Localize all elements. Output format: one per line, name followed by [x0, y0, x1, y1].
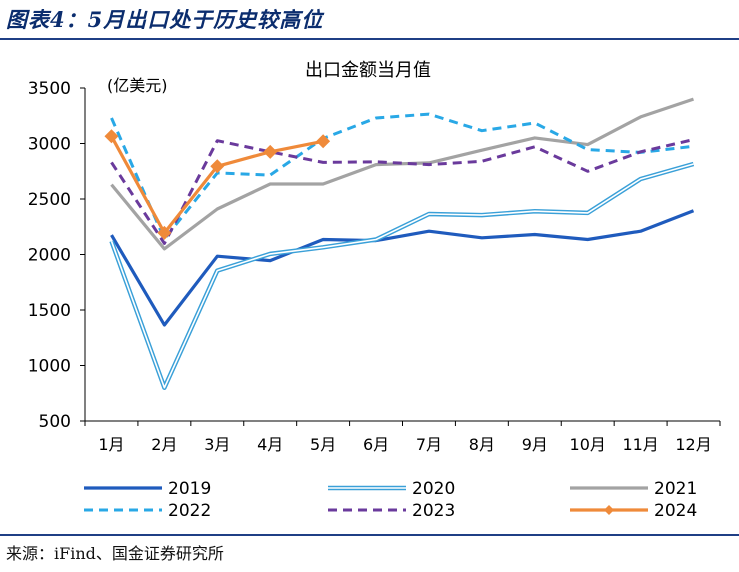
legend-marker-2024 — [604, 505, 614, 515]
y-tick-label: 1500 — [28, 301, 71, 321]
chart-title: 出口金额当月值 — [305, 60, 431, 81]
legend-item-2019: 2019 — [84, 479, 211, 499]
y-tick-label: 3500 — [28, 79, 71, 99]
legend-item-2024: 2024 — [570, 501, 697, 521]
series-line-2021 — [110, 97, 695, 251]
x-tick-label: 10月 — [570, 435, 606, 454]
series-2022 — [110, 112, 694, 241]
figure-title: 图表4：5月出口处于历史较高位 — [6, 7, 324, 32]
bottom-rule — [0, 534, 739, 536]
series-2023 — [110, 138, 694, 245]
y-tick-label: 2500 — [28, 190, 71, 210]
x-tick-label: 8月 — [469, 435, 495, 454]
legend-label-2024: 2024 — [654, 501, 697, 521]
data-point-2024 — [157, 225, 172, 240]
y-tick-label: 1000 — [28, 357, 71, 377]
y-tick-label: 3000 — [28, 135, 71, 155]
legend-label-2021: 2021 — [654, 479, 697, 499]
legend-label-2022: 2022 — [168, 501, 211, 521]
x-tick-label: 5月 — [310, 435, 336, 454]
data-point-2024 — [210, 159, 225, 174]
legend-item-2022: 2022 — [84, 501, 211, 521]
x-tick-label: 2月 — [151, 435, 177, 454]
series-line-2022 — [110, 112, 694, 241]
legend-item-2023: 2023 — [328, 501, 455, 521]
legend-item-2021: 2021 — [570, 479, 697, 499]
legend-label-2020: 2020 — [412, 479, 455, 499]
axes: 500 1000 1500 2000 2500 3000 3500 1月 2月 3月 4月 5月 6月 7… — [28, 79, 721, 454]
series-2021 — [110, 97, 695, 251]
legend-item-2020: 2020 — [328, 479, 455, 499]
x-tick-label: 4月 — [257, 435, 283, 454]
series-layer — [104, 97, 695, 390]
data-point-2024 — [316, 134, 331, 149]
legend: 2019 2020 2021 2022 2023 2024 — [84, 479, 697, 521]
data-point-2024 — [104, 129, 119, 144]
x-tick-label: 9月 — [522, 435, 548, 454]
x-tick-label: 6月 — [363, 435, 389, 454]
source-note: 来源：iFind、国金证券研究所 — [6, 544, 224, 563]
x-tick-label: 12月 — [675, 435, 711, 454]
x-tick-label: 3月 — [204, 435, 230, 454]
x-tick-label: 11月 — [622, 435, 658, 454]
data-point-2024 — [263, 144, 278, 159]
unit-label: (亿美元) — [107, 76, 168, 95]
y-tick-label: 500 — [39, 412, 71, 432]
series-2020 — [109, 161, 695, 390]
series-2024 — [104, 129, 331, 240]
x-tick-label: 1月 — [98, 435, 124, 454]
x-tick-label: 7月 — [416, 435, 442, 454]
series-line-2020-inner — [110, 163, 694, 389]
series-line-2019 — [110, 209, 695, 327]
top-rule — [0, 38, 739, 40]
y-tick-label: 2000 — [28, 246, 71, 266]
line-chart: 出口金额当月值 (亿美元) 500 1000 1500 2000 2500 3000 350… — [28, 60, 721, 521]
series-line-2023 — [110, 138, 694, 245]
legend-label-2019: 2019 — [168, 479, 211, 499]
legend-label-2023: 2023 — [412, 501, 455, 521]
series-2019 — [110, 209, 695, 327]
